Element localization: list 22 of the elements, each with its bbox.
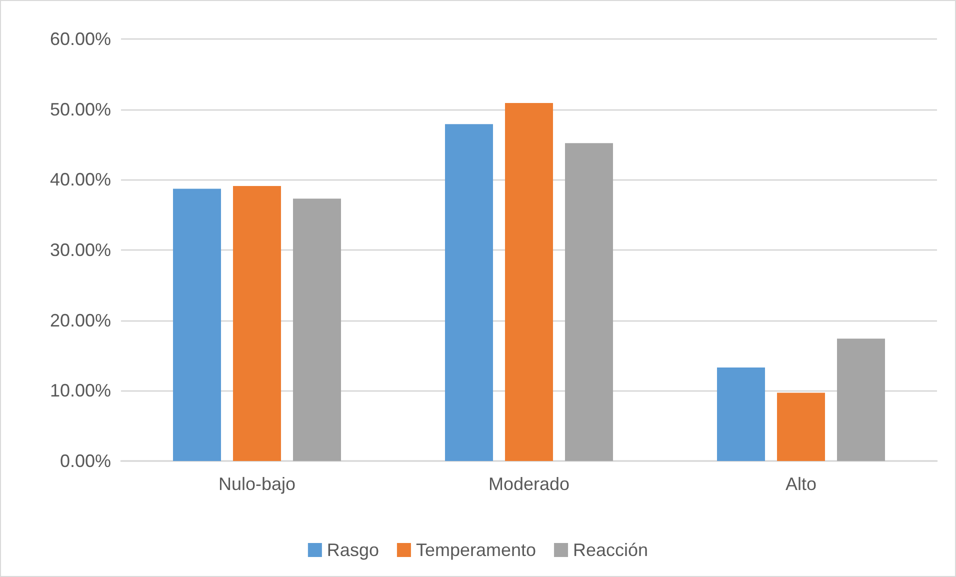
bar	[777, 392, 825, 461]
y-tick-label: 60.00%	[50, 29, 111, 49]
bar	[293, 198, 341, 461]
y-tick-label: 10.00%	[50, 380, 111, 401]
bar	[565, 143, 613, 461]
bar	[233, 186, 281, 461]
x-tick-label: Alto	[785, 474, 817, 494]
legend-label: Reacción	[573, 540, 648, 560]
x-tick-label: Nulo-bajo	[218, 474, 296, 494]
bar	[505, 103, 553, 461]
y-tick-label: 50.00%	[50, 99, 111, 120]
y-tick-label: 30.00%	[50, 240, 111, 260]
bar	[173, 188, 221, 461]
y-tick-label: 40.00%	[50, 170, 111, 190]
y-tick-label: 0.00%	[60, 451, 111, 471]
legend-label: Rasgo	[326, 540, 379, 560]
x-tick-label: Moderado	[488, 474, 570, 494]
y-tick-label: 20.00%	[50, 310, 111, 330]
legend-label: Temperamento	[416, 540, 536, 560]
bar	[837, 338, 885, 461]
bar	[717, 367, 765, 461]
bar	[445, 124, 493, 461]
